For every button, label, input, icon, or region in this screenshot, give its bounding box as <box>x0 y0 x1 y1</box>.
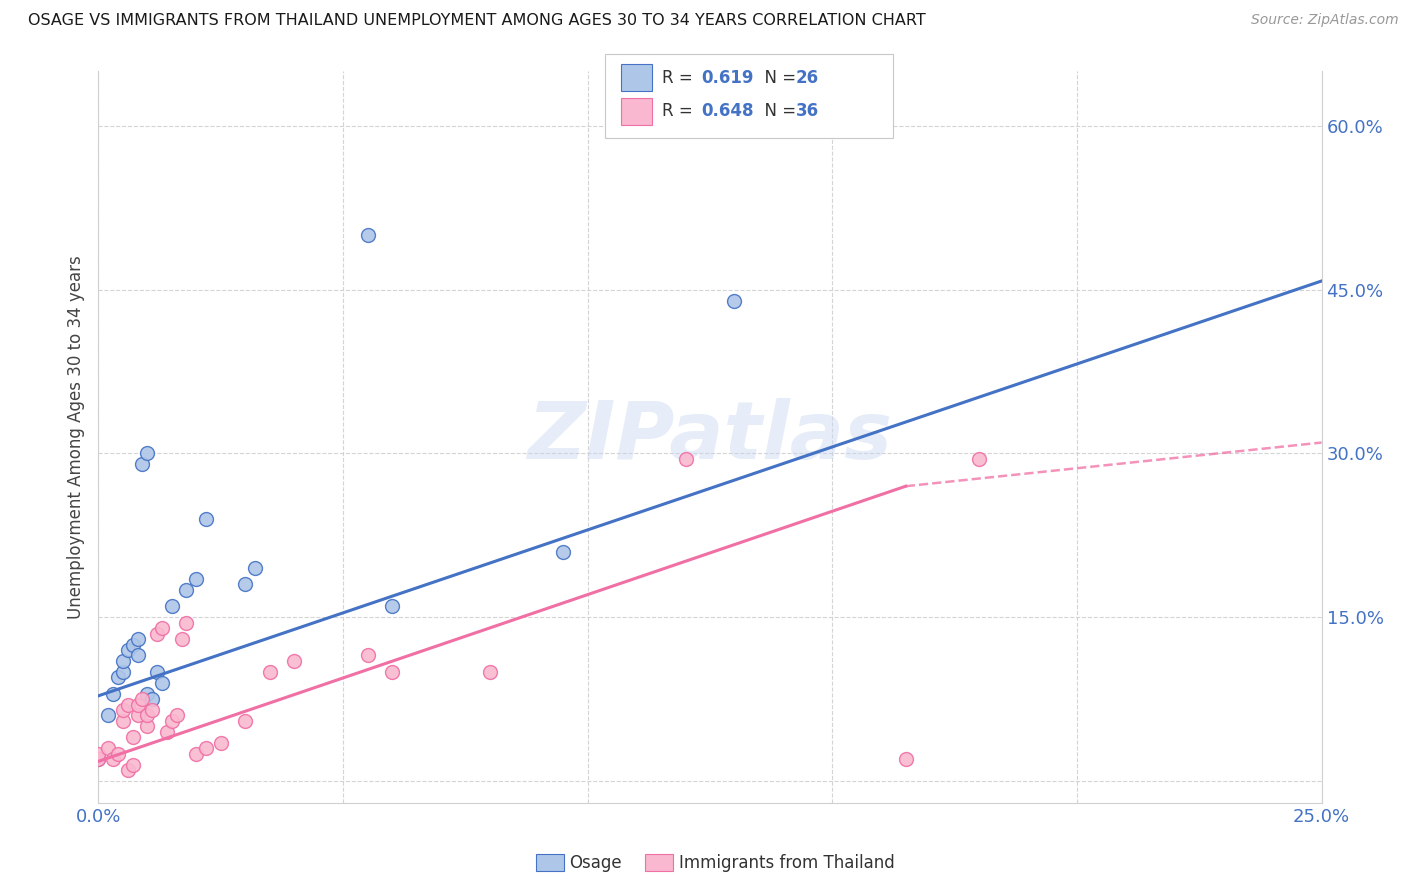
Point <box>127 708 149 723</box>
Text: 26: 26 <box>796 69 818 87</box>
Point <box>101 752 124 766</box>
Point <box>176 582 198 597</box>
Point <box>176 615 198 630</box>
Text: R =: R = <box>662 103 699 120</box>
Point <box>127 632 149 646</box>
Point <box>553 545 575 559</box>
Text: Osage: Osage <box>569 854 621 871</box>
Point <box>478 665 501 679</box>
Point <box>121 731 143 745</box>
Point <box>111 714 134 728</box>
Point <box>186 572 208 586</box>
Point <box>381 665 404 679</box>
Point <box>127 698 149 712</box>
Point <box>136 687 159 701</box>
Text: Source: ZipAtlas.com: Source: ZipAtlas.com <box>1251 13 1399 28</box>
Point <box>156 724 179 739</box>
Point <box>117 698 139 712</box>
Point <box>894 752 917 766</box>
Point <box>97 708 120 723</box>
Text: R =: R = <box>662 69 699 87</box>
Point <box>356 228 378 243</box>
Point <box>675 451 697 466</box>
Point <box>107 670 129 684</box>
Point <box>186 747 208 761</box>
Point <box>381 599 404 614</box>
Point <box>107 747 129 761</box>
Point <box>170 632 193 646</box>
Point <box>127 648 149 663</box>
Point <box>97 741 120 756</box>
Point <box>233 577 256 591</box>
Point <box>723 293 745 308</box>
Point <box>356 648 378 663</box>
Point <box>209 736 232 750</box>
Point <box>283 654 305 668</box>
Point <box>243 561 266 575</box>
Point <box>150 675 173 690</box>
Text: ZIPatlas: ZIPatlas <box>527 398 893 476</box>
Point <box>111 703 134 717</box>
Text: OSAGE VS IMMIGRANTS FROM THAILAND UNEMPLOYMENT AMONG AGES 30 TO 34 YEARS CORRELA: OSAGE VS IMMIGRANTS FROM THAILAND UNEMPL… <box>28 13 927 29</box>
Point <box>141 703 163 717</box>
Point <box>111 665 134 679</box>
Point <box>131 692 153 706</box>
Text: Immigrants from Thailand: Immigrants from Thailand <box>679 854 894 871</box>
Y-axis label: Unemployment Among Ages 30 to 34 years: Unemployment Among Ages 30 to 34 years <box>66 255 84 619</box>
Text: 0.648: 0.648 <box>702 103 754 120</box>
Point <box>121 638 143 652</box>
Point <box>166 708 188 723</box>
Text: N =: N = <box>754 103 801 120</box>
Point <box>967 451 990 466</box>
Point <box>195 512 218 526</box>
Point <box>160 599 183 614</box>
Text: N =: N = <box>754 69 801 87</box>
Point <box>150 621 173 635</box>
Point <box>131 458 153 472</box>
Point <box>195 741 218 756</box>
Point <box>136 719 159 733</box>
Point <box>233 714 256 728</box>
Point <box>117 763 139 777</box>
Text: 36: 36 <box>796 103 818 120</box>
Point <box>117 643 139 657</box>
Point <box>146 665 169 679</box>
Point <box>141 692 163 706</box>
Point <box>87 752 110 766</box>
Point <box>87 752 110 766</box>
Point <box>136 708 159 723</box>
Point <box>87 747 110 761</box>
Point <box>160 714 183 728</box>
Point <box>121 757 143 772</box>
Point <box>136 446 159 460</box>
Point <box>146 626 169 640</box>
Point <box>259 665 281 679</box>
Text: 0.619: 0.619 <box>702 69 754 87</box>
Point <box>111 654 134 668</box>
Point <box>101 687 124 701</box>
